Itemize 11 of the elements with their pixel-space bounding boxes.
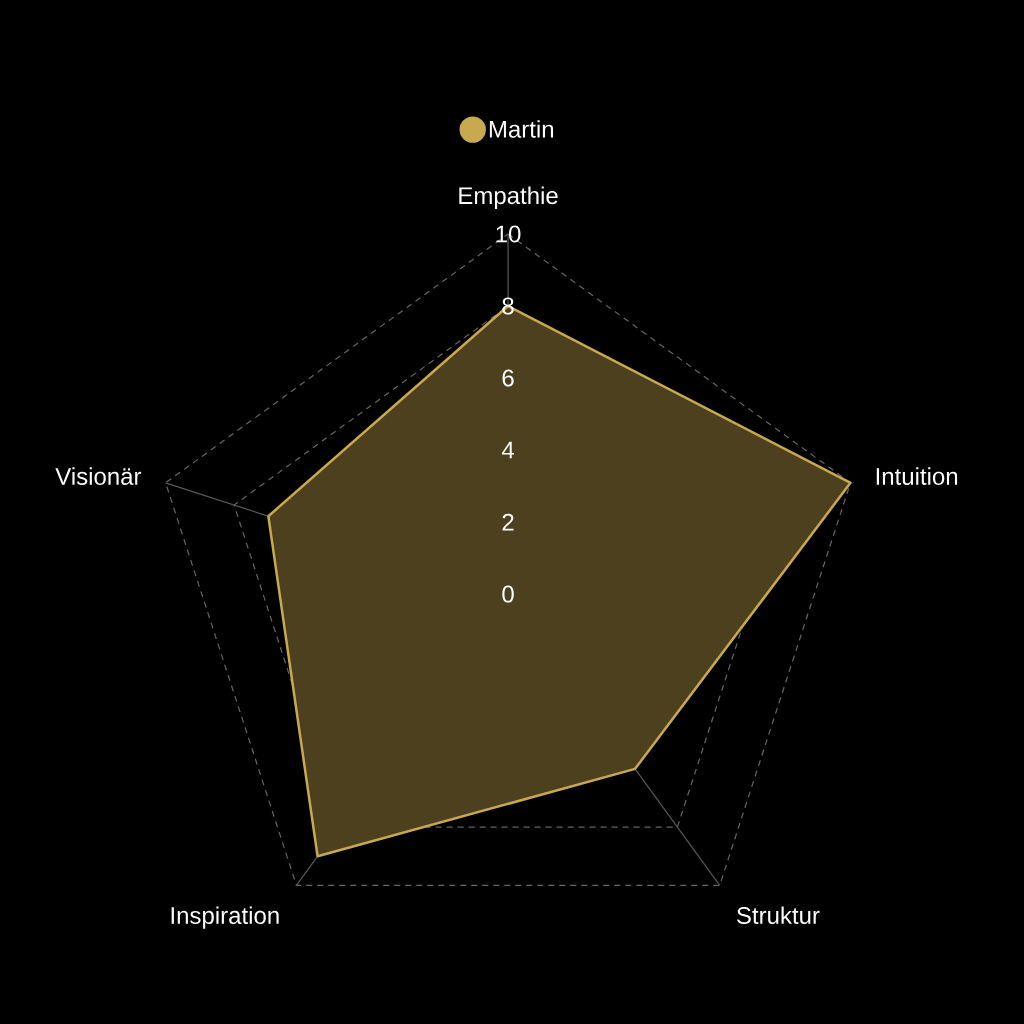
spoke-label: Inspiration [171, 906, 279, 929]
spoke-label: Intuition [876, 467, 958, 485]
legend-label: Martin [489, 120, 554, 138]
y-tick-label: 6 [502, 369, 514, 387]
spoke-label: Struktur [737, 906, 820, 925]
y-tick-label: 10 [496, 225, 521, 243]
y-tick-label: 4 [501, 441, 515, 459]
y-tick-label: 0 [502, 585, 514, 603]
spoke-label: Visionär [55, 467, 142, 485]
spoke-label: Empathie [459, 186, 558, 209]
y-tick-label: 2 [502, 513, 514, 531]
